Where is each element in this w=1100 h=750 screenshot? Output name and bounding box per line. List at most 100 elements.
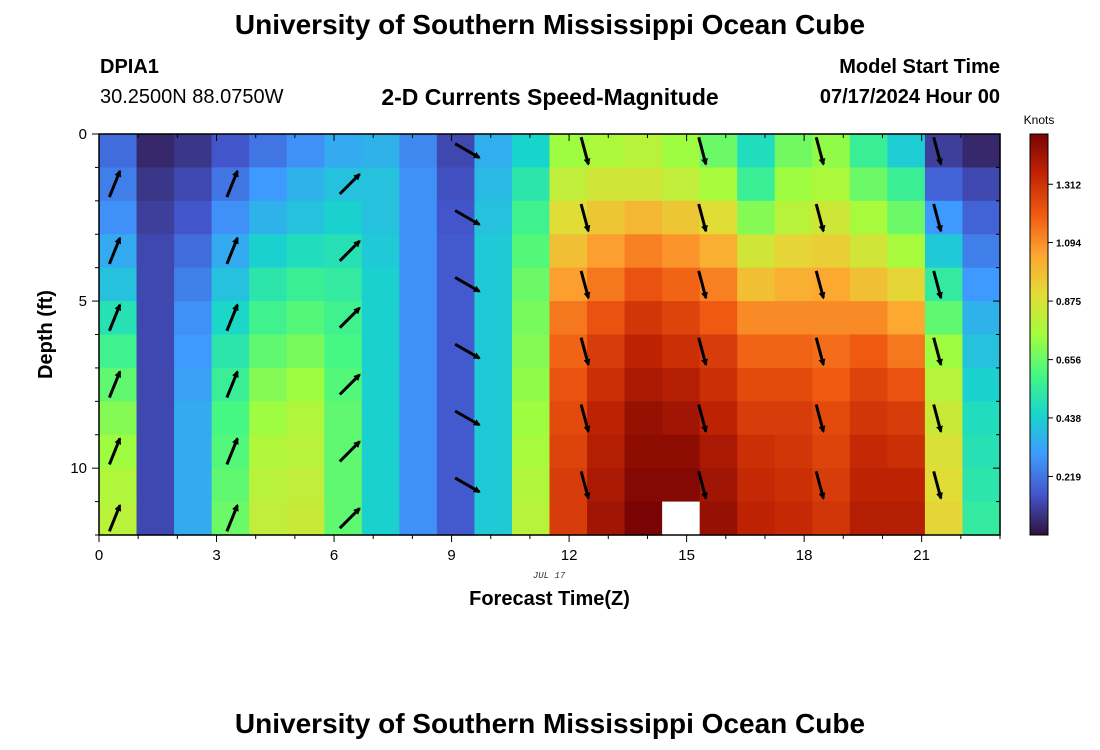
- heatmap-cell: [849, 434, 888, 469]
- heatmap-cell: [962, 234, 1001, 269]
- heatmap-cell: [361, 134, 400, 169]
- heatmap-cell: [174, 434, 213, 469]
- heatmap-cell: [511, 468, 551, 503]
- current-vector-arrow: [814, 471, 826, 500]
- heatmap-cell: [549, 501, 588, 536]
- heatmap-cell: [286, 434, 325, 469]
- current-vector-arrow: [338, 507, 361, 530]
- heatmap-cell: [399, 134, 438, 169]
- heatmap-cell: [436, 434, 476, 469]
- heatmap-cell: [962, 434, 1001, 469]
- heatmap-cell: [399, 301, 438, 336]
- heatmap-cell: [249, 167, 288, 202]
- colorbar-tick-label: 0.438: [1056, 414, 1081, 425]
- y-tick-label: 10: [70, 460, 87, 477]
- heatmap-cell: [774, 167, 813, 202]
- heatmap-cell: [324, 134, 363, 169]
- heatmap-cell: [962, 301, 1001, 336]
- heatmap-cell: [324, 267, 363, 302]
- current-vector-arrow: [108, 437, 122, 465]
- heatmap-cell: [549, 367, 588, 402]
- heatmap-cell: [587, 367, 626, 402]
- heatmap-cell: [99, 267, 138, 302]
- heatmap-cell: [174, 167, 213, 202]
- y-axis-title: Depth (ft): [35, 290, 57, 379]
- heatmap-cell: [737, 367, 776, 402]
- heatmap-cell: [737, 234, 776, 269]
- heatmap-cell: [774, 267, 813, 302]
- heatmap-cell: [324, 234, 363, 269]
- current-vector-arrow: [225, 303, 239, 332]
- current-vector-arrow: [697, 337, 708, 367]
- current-vector-arrow: [579, 136, 591, 166]
- heatmap-cell: [587, 468, 626, 503]
- heatmap-cell: [737, 301, 776, 336]
- heatmap-cell: [624, 434, 663, 469]
- colorbar-unit-label: Knots: [1024, 113, 1055, 127]
- heatmap-cell: [211, 267, 250, 302]
- heatmap-cell: [474, 134, 513, 169]
- heatmap-cell: [587, 167, 626, 202]
- heatmap-cell: [511, 501, 551, 536]
- current-vector-arrow: [932, 471, 943, 500]
- heatmap-cell: [361, 468, 400, 503]
- heatmap-cell: [474, 200, 513, 235]
- heatmap-cell: [136, 468, 175, 503]
- heatmap-cell: [662, 301, 701, 336]
- heatmap-cell: [624, 267, 663, 302]
- current-vector-arrow: [932, 203, 943, 233]
- heatmap-cell: [324, 401, 363, 436]
- heatmap-cell: [962, 468, 1001, 503]
- model-start-label: Model Start Time: [839, 56, 1000, 78]
- heatmap-cell: [549, 234, 588, 269]
- heatmap-cell: [887, 301, 926, 336]
- heatmap-cell: [887, 200, 926, 235]
- heatmap-cell: [662, 200, 701, 235]
- heatmap-cell: [474, 468, 513, 503]
- heatmap-cell: [474, 167, 513, 202]
- heatmap-cell: [136, 167, 175, 202]
- heatmap-cell: [136, 134, 175, 169]
- heatmap-cell: [211, 468, 250, 503]
- heatmap-cell: [699, 301, 738, 336]
- heatmap-cell: [774, 301, 813, 336]
- current-vector-arrow: [932, 404, 943, 434]
- heatmap-cell: [924, 334, 964, 369]
- heatmap-cell: [924, 367, 964, 402]
- heatmap-cell: [249, 401, 288, 436]
- heatmap-cell: [324, 434, 363, 469]
- heatmap-cell: [474, 501, 513, 536]
- heatmap-cell: [662, 434, 701, 469]
- heatmap-cell: [887, 134, 926, 169]
- heatmap-cell: [624, 200, 663, 235]
- heatmap-cell: [962, 401, 1001, 436]
- heatmap-cell: [774, 401, 813, 436]
- heatmap-cell: [812, 501, 851, 536]
- heatmap-cell: [286, 167, 325, 202]
- heatmap-cell: [812, 234, 851, 269]
- heatmap-cell: [174, 301, 213, 336]
- heatmap-cell: [136, 501, 175, 536]
- heatmap-cell: [136, 401, 175, 436]
- current-vector-arrow: [108, 503, 122, 532]
- heatmap-cell: [361, 367, 400, 402]
- heatmap-cell: [474, 267, 513, 302]
- heatmap-cell-missing: [662, 501, 701, 536]
- heatmap-cell: [99, 334, 138, 369]
- heatmap-cell: [174, 367, 213, 402]
- heatmap-cell: [962, 200, 1001, 235]
- heatmap-cell: [624, 301, 663, 336]
- heatmap-cell: [924, 234, 964, 269]
- heatmap-cell: [286, 267, 325, 302]
- heatmap-cell: [737, 501, 776, 536]
- heatmap-cell: [962, 134, 1001, 169]
- heatmap-cell: [662, 134, 701, 169]
- heatmap-cell: [587, 267, 626, 302]
- y-tick-label: 0: [79, 126, 87, 143]
- heatmap-cell: [286, 468, 325, 503]
- heatmap-cell: [887, 501, 926, 536]
- heatmap-cell: [924, 434, 964, 469]
- current-vector-arrow: [814, 136, 826, 166]
- heatmap-cell: [587, 134, 626, 169]
- heatmap-cell: [286, 501, 325, 536]
